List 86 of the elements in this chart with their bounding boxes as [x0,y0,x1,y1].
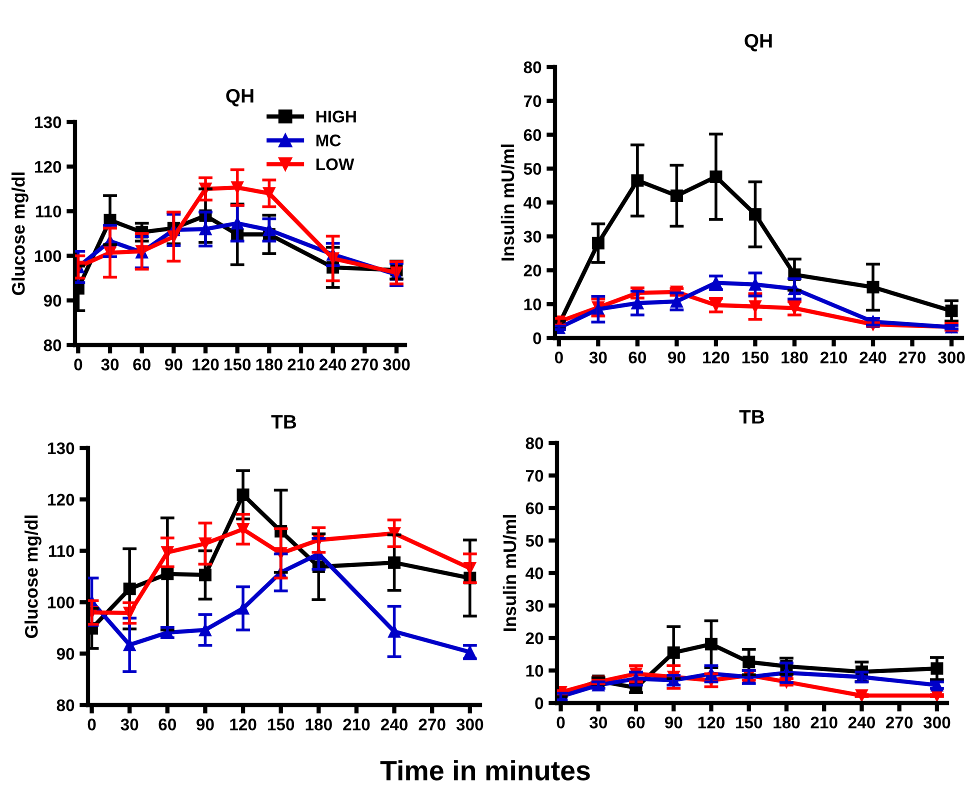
y-axis-title: Glucose mg/dl [12,172,28,295]
chart-title: QH [226,88,254,106]
x-tick-label: 240 [380,718,408,730]
x-tick-label: 270 [898,352,926,364]
y-tick-label: 80 [524,61,542,74]
x-tick-label: 30 [589,716,607,728]
y-tick-label: 100 [48,596,74,608]
x-tick-label: 300 [456,718,484,730]
x-tick-label: 120 [230,718,256,730]
x-tick-label: 210 [820,352,847,364]
y-tick-label: 70 [526,470,544,482]
x-tick-label: 210 [810,716,838,728]
x-tick-label: 270 [351,358,378,370]
chart-title: QH [744,34,772,52]
x-tick-label: 300 [923,716,950,728]
y-tick-label: 20 [526,632,544,644]
x-tick-label: 60 [627,716,645,728]
y-tick-label: 90 [56,648,74,660]
x-tick-label: 60 [158,718,176,730]
y-tick-label: 50 [524,163,542,175]
y-tick-label: 30 [524,230,542,243]
y-tick-label: 110 [48,545,74,558]
x-tick-label: 240 [860,352,886,364]
x-tick-label: 180 [306,718,332,730]
x-tick-label: 0 [88,718,96,730]
x-tick-label: 90 [668,352,686,364]
y-tick-label: 20 [524,264,542,276]
x-tick-label: 150 [736,716,762,728]
y-tick-label: 10 [526,664,544,677]
x-tick-label: 180 [782,352,808,364]
y-tick-label: 10 [524,298,542,310]
x-tick-label: 0 [554,352,563,364]
y-axis-title: Glucose mg/dl [24,516,42,638]
x-tick-label: 120 [703,352,730,364]
x-tick-label: 90 [164,358,182,370]
chart-title: TB [271,415,296,429]
y-tick-label: 120 [35,161,62,173]
y-tick-label: 130 [35,116,62,128]
y-axis-title: Insulin mU/ml [500,144,514,260]
x-tick-label: 30 [101,358,119,370]
y-tick-label: 40 [524,196,542,209]
x-tick-label: 300 [938,352,965,364]
x-tick-label: 210 [343,718,370,730]
x-tick-label: 90 [196,718,214,730]
y-tick-label: 30 [526,600,544,612]
y-tick-label: 50 [526,534,544,547]
legend-label: MC [316,134,341,146]
x-tick-label: 150 [742,352,768,364]
y-tick-label: 110 [36,206,62,218]
x-tick-label: 240 [848,716,875,728]
y-axis-title: Insulin mU/ml [502,515,516,631]
y-tick-label: 70 [524,95,542,108]
x-tick-label: 30 [589,352,607,364]
chart-title: TB [739,410,764,424]
x-tick-label: 240 [320,358,346,370]
x-tick-label: 90 [664,716,682,728]
x-tick-label: 150 [268,718,294,730]
y-tick-label: 0 [535,697,544,710]
y-tick-label: 100 [35,250,62,262]
y-tick-label: 120 [48,494,74,506]
x-tick-label: 210 [288,358,314,370]
y-tick-label: 0 [533,332,542,344]
x-tick-label: 270 [418,718,446,730]
x-tick-label: 0 [74,358,82,370]
x-tick-label: 0 [556,716,565,728]
x-tick-label: 300 [382,358,410,370]
legend-label: LOW [316,158,354,170]
x-tick-label: 30 [120,718,138,730]
y-tick-label: 90 [44,294,62,307]
y-tick-label: 80 [44,339,62,352]
text: Time in minutes [380,760,590,780]
y-tick-label: 80 [56,699,74,712]
x-tick-label: 120 [698,716,724,728]
y-tick-label: 40 [526,567,544,580]
y-tick-label: 130 [48,442,74,454]
x-tick-label: 180 [774,716,800,728]
legend-label: HIGH [316,110,356,122]
y-tick-label: 60 [524,129,542,141]
x-tick-label: 60 [133,358,150,370]
x-tick-label: 150 [224,358,251,370]
x-tick-label: 270 [886,716,913,728]
y-tick-label: 80 [526,437,544,450]
y-tick-label: 60 [526,502,544,514]
x-tick-label: 60 [628,352,646,364]
x-tick-label: 120 [192,358,219,370]
x-tick-label: 180 [256,358,282,370]
